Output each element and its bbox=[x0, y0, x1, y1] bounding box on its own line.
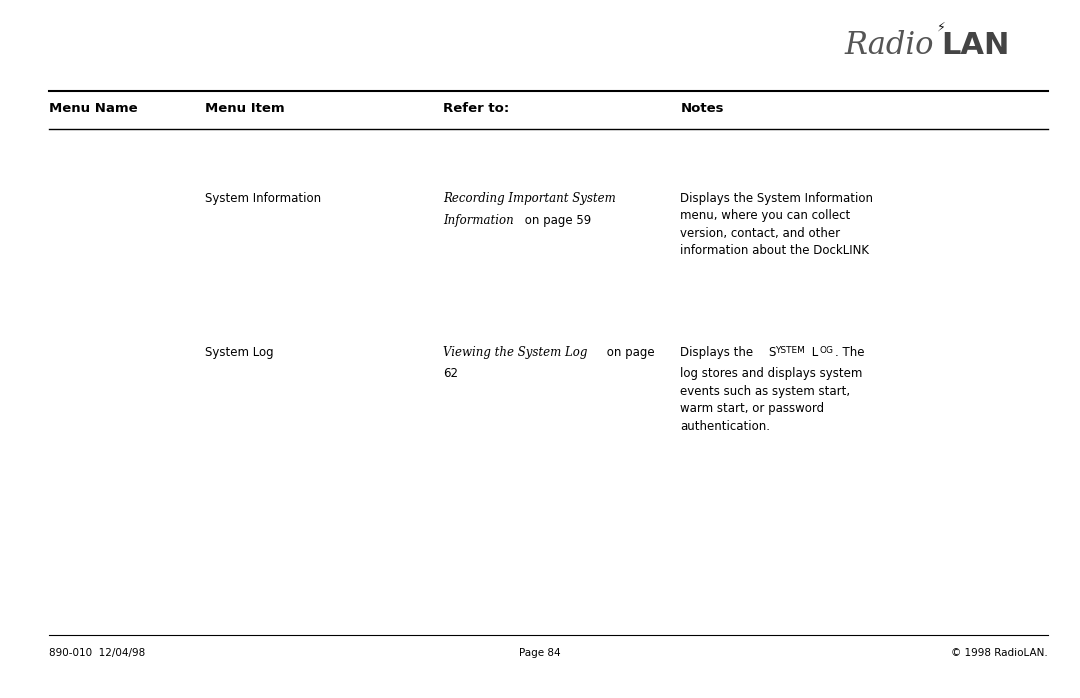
Text: L: L bbox=[808, 346, 818, 359]
Text: on page: on page bbox=[603, 346, 654, 359]
Text: Displays the System Information
menu, where you can collect
version, contact, an: Displays the System Information menu, wh… bbox=[680, 192, 874, 258]
Text: Recording Important System: Recording Important System bbox=[443, 192, 616, 205]
Text: OG: OG bbox=[820, 346, 834, 355]
Text: Notes: Notes bbox=[680, 102, 724, 114]
Text: S: S bbox=[768, 346, 775, 359]
Text: © 1998 RadioLAN.: © 1998 RadioLAN. bbox=[950, 648, 1048, 658]
Text: Viewing the System Log: Viewing the System Log bbox=[443, 346, 588, 359]
Text: YSTEM: YSTEM bbox=[775, 346, 806, 355]
Text: ⚡: ⚡ bbox=[937, 21, 946, 34]
Text: 890-010  12/04/98: 890-010 12/04/98 bbox=[49, 648, 145, 658]
Text: Page 84: Page 84 bbox=[519, 648, 561, 658]
Text: System Log: System Log bbox=[205, 346, 274, 359]
Text: Radio: Radio bbox=[845, 30, 934, 61]
Text: Displays the: Displays the bbox=[680, 346, 757, 359]
Text: Refer to:: Refer to: bbox=[443, 102, 509, 114]
Text: Menu Name: Menu Name bbox=[49, 102, 137, 114]
Text: Menu Item: Menu Item bbox=[205, 102, 285, 114]
Text: . The: . The bbox=[835, 346, 864, 359]
Text: System Information: System Information bbox=[205, 192, 322, 205]
Text: 62: 62 bbox=[443, 367, 458, 380]
Text: Information: Information bbox=[443, 214, 514, 227]
Text: on page 59: on page 59 bbox=[521, 214, 591, 227]
Text: log stores and displays system
events such as system start,
warm start, or passw: log stores and displays system events su… bbox=[680, 367, 863, 433]
Text: LAN: LAN bbox=[942, 31, 1010, 60]
